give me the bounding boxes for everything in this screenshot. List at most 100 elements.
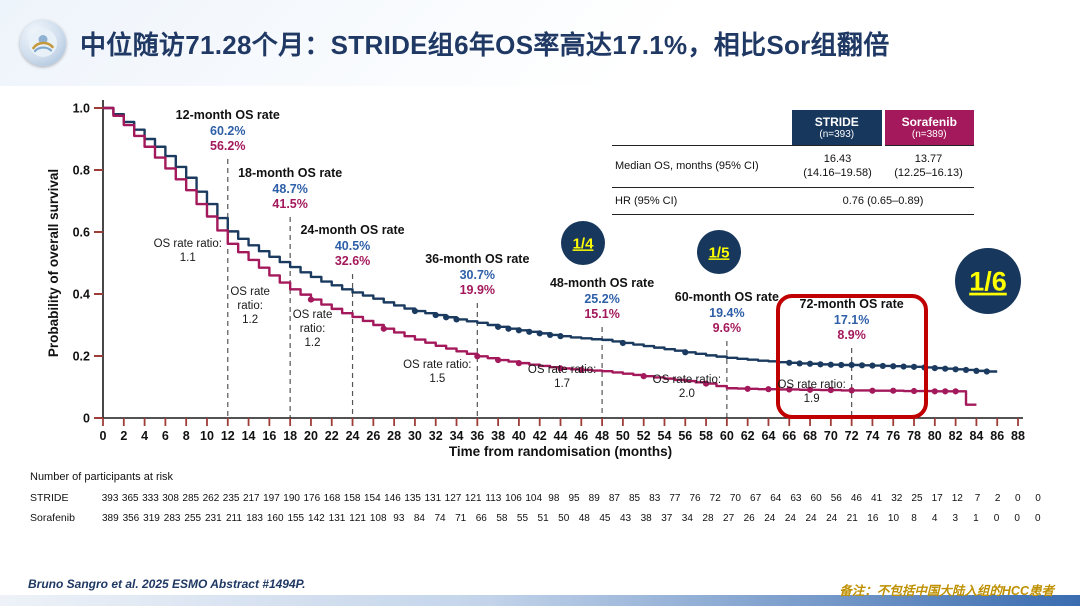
- x-tick-label: 42: [533, 429, 547, 443]
- stride-censor-dot: [983, 368, 990, 375]
- x-tick-label: 8: [183, 429, 190, 443]
- x-tick-label: 4: [141, 429, 148, 443]
- stride-column-n: (n=393): [819, 129, 855, 140]
- os-rate-ratio-label: OS rate ratio:: [528, 364, 596, 376]
- x-tick-label: 6: [162, 429, 169, 443]
- stride-censor-dot: [443, 314, 450, 321]
- header: 中位随访71.28个月：STRIDE组6年OS率高达17.1%，相比Sor组翻倍: [0, 0, 1080, 86]
- x-tick-label: 76: [886, 429, 900, 443]
- risk-table: Number of participants at risk STRIDE 393…: [0, 471, 1080, 528]
- hr-label: HR (95% CI): [612, 186, 792, 215]
- os-rate-ratio-label: 1.5: [429, 373, 445, 385]
- milestone-title: 60-month OS rate: [675, 290, 779, 304]
- sorafenib-censor-dot: [931, 388, 938, 395]
- sorafenib-censor-dot: [848, 387, 855, 394]
- risk-count: 60: [810, 492, 822, 504]
- x-tick-label: 36: [470, 429, 484, 443]
- risk-count: 87: [608, 492, 620, 504]
- x-tick-label: 12: [221, 429, 235, 443]
- x-tick-label: 20: [304, 429, 318, 443]
- risk-count: 24: [805, 512, 817, 524]
- risk-rows: STRIDE 393 365 333 308 285 262 235 217 197 190 176 1…: [0, 488, 1080, 528]
- risk-count: 231: [205, 512, 222, 524]
- stride-censor-dot: [890, 363, 897, 370]
- stride-censor-dot: [557, 333, 564, 340]
- milestone-stride-value: 25.2%: [584, 292, 619, 306]
- sorafenib-censor-dot: [557, 365, 564, 372]
- fraction-badge-text: 1/4: [573, 235, 595, 252]
- y-tick-label: 1.0: [73, 102, 90, 116]
- logo-icon: [20, 20, 66, 66]
- stride-censor-dot: [931, 364, 938, 372]
- risk-count: 89: [588, 492, 600, 504]
- risk-count: 4: [931, 512, 938, 524]
- risk-count: 106: [505, 492, 522, 504]
- os-rate-ratio-label: OS rate: [230, 286, 270, 298]
- risk-row-name: Sorafenib: [30, 512, 75, 524]
- os-rate-ratio-label: 2.0: [679, 388, 695, 400]
- risk-count: 131: [328, 512, 346, 524]
- citation: Bruno Sangro et al. 2025 ESMO Abstract #…: [28, 577, 306, 591]
- risk-count: 104: [525, 492, 543, 504]
- summary-row-hr: HR (95% CI) 0.76 (0.65–0.89): [612, 186, 974, 215]
- x-tick-label: 74: [865, 429, 879, 443]
- sorafenib-censor-dot: [765, 386, 772, 393]
- fraction-badge-circle: [697, 230, 741, 274]
- stride-censor-dot: [453, 316, 460, 323]
- milestone-title: 36-month OS rate: [425, 252, 529, 266]
- x-tick-label: 66: [782, 429, 796, 443]
- risk-count: 28: [702, 512, 714, 524]
- os-rate-ratio-label: 1.2: [242, 314, 258, 326]
- risk-count: 32: [891, 492, 903, 504]
- risk-count: 8: [911, 512, 917, 524]
- x-tick-label: 38: [491, 429, 505, 443]
- y-tick-label: 0.2: [73, 350, 90, 364]
- risk-count: 95: [568, 492, 580, 504]
- x-tick-label: 48: [595, 429, 609, 443]
- stride-censor-dot: [879, 362, 886, 370]
- milestone-title: 12-month OS rate: [176, 108, 280, 122]
- risk-count: 72: [709, 492, 721, 504]
- risk-count: 146: [384, 492, 401, 504]
- milestone-stride-value: 40.5%: [335, 239, 370, 253]
- x-tick-label: 64: [762, 429, 776, 443]
- risk-count: 356: [122, 512, 140, 524]
- risk-count: 0: [1015, 492, 1021, 504]
- x-tick-label: 14: [242, 429, 256, 443]
- stride-censor-dot: [682, 349, 689, 356]
- x-tick-label: 22: [325, 429, 339, 443]
- stride-censor-dot: [962, 366, 970, 374]
- x-tick-label: 2: [120, 429, 127, 443]
- risk-count: 24: [764, 512, 776, 524]
- risk-count: 16: [867, 512, 879, 524]
- risk-count: 50: [558, 512, 570, 524]
- summary-row-median-os: Median OS, months (95% CI) 16.43 (14.16–…: [612, 145, 974, 188]
- risk-count: 55: [516, 512, 529, 524]
- stride-censor-dot: [786, 359, 793, 366]
- sorafenib-censor-dot: [474, 353, 481, 360]
- x-tick-label: 40: [512, 429, 526, 443]
- milestone-stride-value: 60.2%: [210, 124, 245, 138]
- sorafenib-censor-dot: [515, 360, 523, 367]
- x-tick-label: 82: [949, 429, 963, 443]
- os-rate-ratio-label: ratio:: [237, 300, 263, 312]
- summary-blank-header: [612, 110, 792, 146]
- median-os-stride-value: 16.43: [823, 153, 852, 165]
- risk-count: 21: [846, 512, 858, 524]
- risk-count: 17: [931, 492, 943, 504]
- y-tick-label: 0.6: [73, 226, 90, 240]
- milestone-sorafenib-value: 8.9%: [837, 328, 866, 342]
- risk-count: 135: [404, 492, 421, 504]
- x-tick-label: 78: [907, 429, 921, 443]
- sorafenib-censor-dot: [380, 325, 387, 332]
- risk-count: 217: [242, 492, 260, 504]
- risk-count: 3: [952, 512, 959, 524]
- x-tick-label: 44: [554, 429, 568, 443]
- risk-count: 38: [640, 512, 652, 524]
- stride-censor-dot: [411, 307, 419, 315]
- os-rate-ratio-label: ratio:: [300, 323, 326, 335]
- milestone-sorafenib-value: 41.5%: [272, 197, 307, 211]
- stride-censor-dot: [952, 366, 959, 373]
- stride-censor-dot: [495, 323, 502, 330]
- os-rate-ratio-label: OS rate ratio:: [777, 379, 845, 391]
